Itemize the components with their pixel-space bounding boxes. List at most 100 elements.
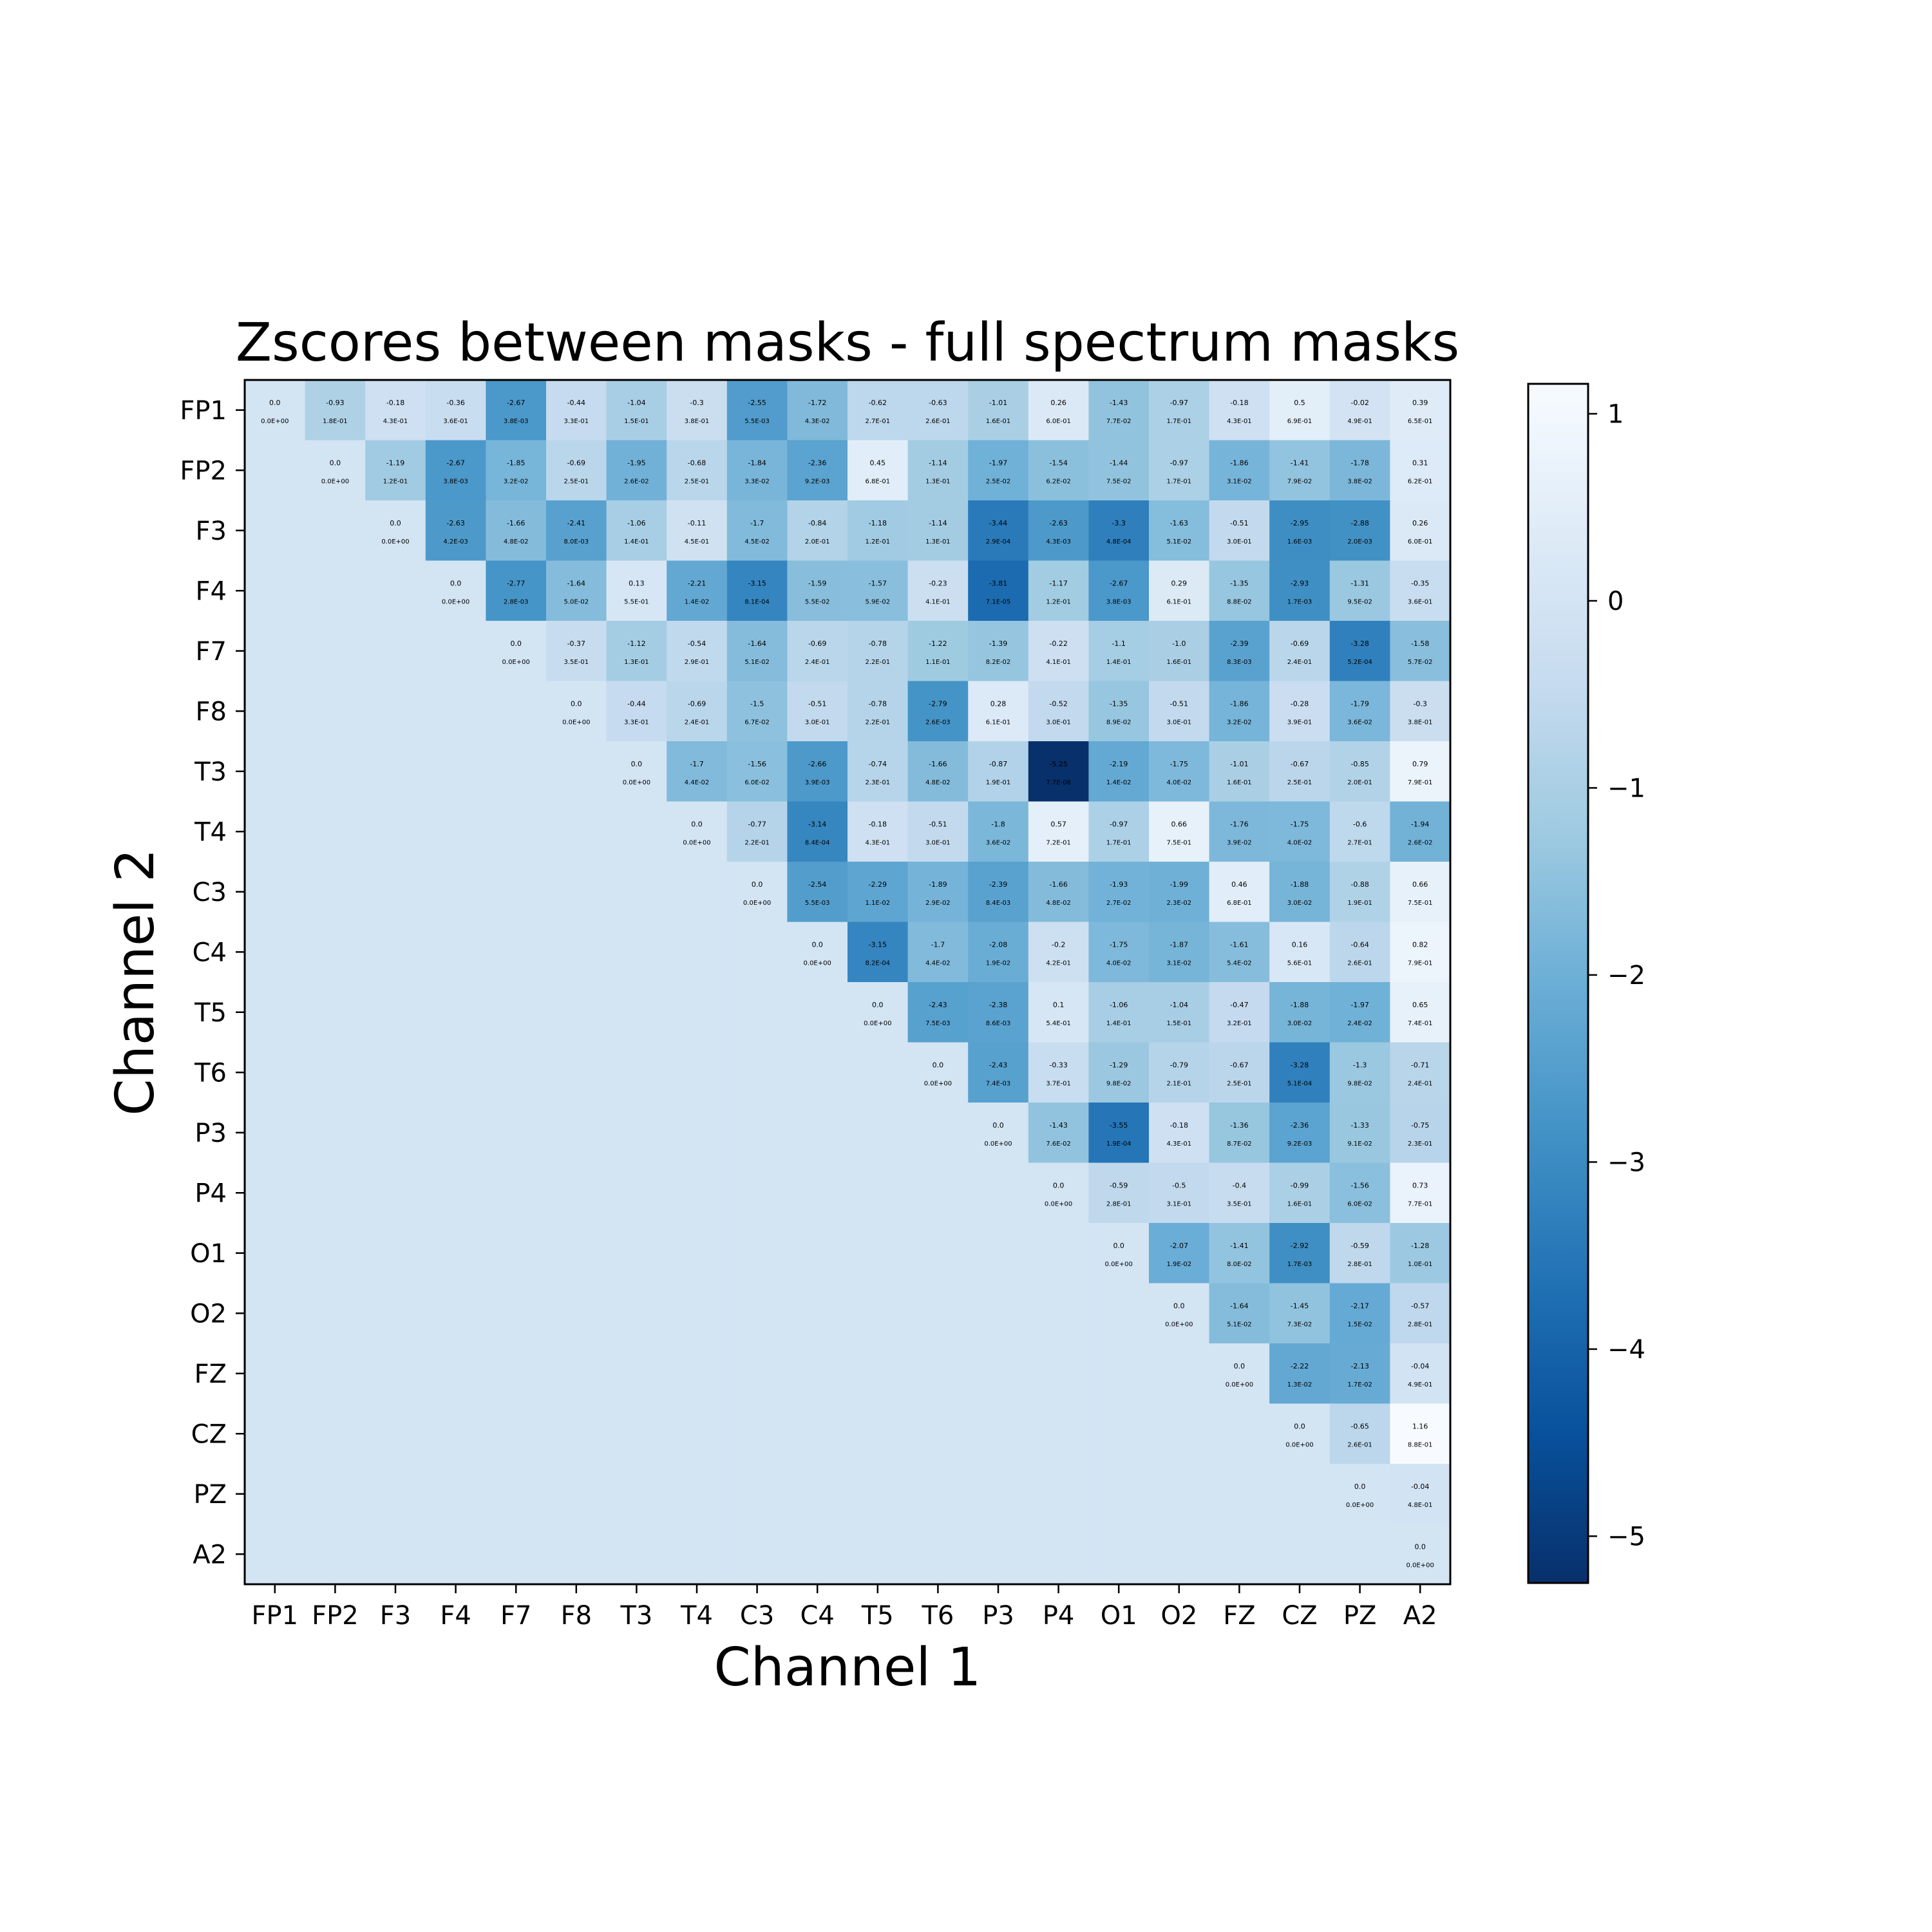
- cell-zscore-label: 0.26: [1050, 399, 1066, 407]
- cell-zscore-label: -0.6: [1353, 820, 1367, 828]
- heatmap-cell: [1149, 440, 1210, 501]
- cell-pvalue-label: 6.2E-02: [1046, 478, 1071, 485]
- y-tick-label: F8: [196, 697, 227, 726]
- heatmap-cell: [305, 862, 366, 923]
- heatmap-cell: [1390, 500, 1451, 562]
- heatmap-cell: [1209, 1403, 1270, 1464]
- heatmap-cell: [1149, 1042, 1210, 1103]
- heatmap-cell: [305, 500, 366, 562]
- cell-pvalue-label: 8.0E-03: [564, 538, 589, 545]
- heatmap-cell: [305, 1042, 366, 1103]
- cell-pvalue-label: 1.7E-02: [1347, 1381, 1372, 1388]
- heatmap-cell: [546, 922, 607, 983]
- cell-zscore-label: 0.0: [390, 519, 401, 527]
- cell-zscore-label: -3.28: [1291, 1061, 1309, 1069]
- cell-pvalue-label: 1.5E-01: [624, 418, 649, 425]
- cell-pvalue-label: 1.1E-01: [925, 659, 951, 666]
- heatmap-cell: [245, 1343, 306, 1405]
- cell-pvalue-label: 4.3E-01: [1227, 418, 1252, 425]
- heatmap-cell: [787, 560, 848, 621]
- heatmap-cell: [486, 1524, 547, 1585]
- heatmap-cell: [1149, 801, 1210, 862]
- cell-pvalue-label: 1.6E-01: [986, 418, 1011, 425]
- heatmap-cell: [305, 1223, 366, 1284]
- cell-zscore-label: -1.12: [627, 639, 645, 648]
- heatmap-cell: [907, 621, 969, 682]
- cell-zscore-label: -0.78: [869, 639, 887, 648]
- cell-pvalue-label: 8.3E-03: [1227, 659, 1252, 666]
- heatmap-cell: [1269, 380, 1331, 441]
- heatmap-cell: [546, 380, 607, 441]
- cell-zscore-label: -0.54: [688, 639, 706, 648]
- cell-zscore-label: -0.97: [1170, 459, 1188, 467]
- y-tick-label: T3: [194, 757, 227, 787]
- cell-pvalue-label: 2.5E-02: [986, 478, 1011, 485]
- cell-zscore-label: -2.39: [1230, 639, 1248, 648]
- heatmap-cell: [425, 862, 486, 923]
- heatmap-cell: [245, 1162, 306, 1224]
- cell-zscore-label: -1.58: [1411, 639, 1429, 648]
- y-tick-label: FP1: [180, 396, 227, 426]
- cell-pvalue-label: 2.5E-01: [564, 478, 589, 485]
- heatmap-cell: [1088, 1103, 1150, 1164]
- heatmap-cell: [486, 1403, 547, 1464]
- heatmap-cell: [667, 1464, 728, 1525]
- cell-zscore-label: -2.08: [989, 940, 1007, 949]
- cell-zscore-label: -1.01: [989, 399, 1007, 407]
- cell-pvalue-label: 0.0E+00: [1406, 1562, 1434, 1569]
- heatmap-cell: [546, 741, 607, 802]
- cell-zscore-label: -0.67: [1230, 1061, 1248, 1069]
- heatmap-cell: [305, 801, 366, 862]
- heatmap-cell: [667, 1403, 728, 1464]
- cell-pvalue-label: 2.3E-01: [866, 779, 891, 786]
- x-tick-label: FP1: [252, 1601, 299, 1631]
- cell-pvalue-label: 1.3E-01: [624, 659, 649, 666]
- heatmap-cell: [1390, 1403, 1451, 1464]
- heatmap-cell: [425, 1403, 486, 1464]
- cell-pvalue-label: 3.5E-01: [564, 659, 589, 666]
- cell-pvalue-label: 0.0E+00: [1165, 1321, 1193, 1328]
- heatmap-cell: [1028, 982, 1089, 1043]
- cell-pvalue-label: 2.5E-01: [685, 478, 710, 485]
- cell-pvalue-label: 3.8E-03: [504, 418, 529, 425]
- cell-zscore-label: -2.39: [989, 880, 1007, 889]
- cell-pvalue-label: 1.2E-01: [1046, 598, 1071, 605]
- cell-zscore-label: 0.0: [691, 820, 703, 828]
- cell-pvalue-label: 5.1E-02: [1227, 1321, 1252, 1328]
- cell-zscore-label: -2.38: [989, 1001, 1007, 1009]
- cell-zscore-label: -1.76: [1230, 820, 1248, 828]
- cell-zscore-label: -2.36: [1291, 1121, 1309, 1130]
- heatmap-cell: [907, 440, 969, 501]
- heatmap-cell: [365, 1223, 426, 1284]
- cell-zscore-label: -1.75: [1110, 940, 1128, 949]
- cell-pvalue-label: 3.6E-02: [1347, 719, 1372, 726]
- cell-pvalue-label: 1.7E-03: [1287, 1261, 1312, 1268]
- cell-zscore-label: -0.99: [1291, 1181, 1309, 1189]
- heatmap-cell: [425, 560, 486, 621]
- cell-zscore-label: 0.26: [1412, 519, 1428, 527]
- heatmap-cell: [787, 741, 848, 802]
- heatmap-cell: [305, 1343, 366, 1405]
- cell-zscore-label: -3.15: [748, 579, 766, 587]
- heatmap-cell: [1329, 982, 1390, 1043]
- heatmap-cell: [486, 1464, 547, 1525]
- heatmap-cell: [546, 1162, 607, 1224]
- heatmap-cells: 0.0 0.0E+00 -0.93 1.8E-01 -0.18 4.3E-01 -0.36 3…: [245, 380, 1451, 1585]
- cell-pvalue-label: 5.1E-02: [744, 659, 770, 666]
- cell-pvalue-label: 2.3E-02: [1167, 900, 1192, 907]
- cell-pvalue-label: 4.9E-01: [1408, 1381, 1433, 1388]
- heatmap-cell: [365, 621, 426, 682]
- heatmap-cell: [726, 560, 788, 621]
- cell-pvalue-label: 3.8E-01: [1408, 719, 1433, 726]
- heatmap-cell: [606, 440, 667, 501]
- cell-pvalue-label: 2.6E-01: [925, 418, 951, 425]
- cell-zscore-label: -0.37: [567, 639, 585, 648]
- cell-zscore-label: -1.94: [1411, 820, 1429, 828]
- y-tick-label: PZ: [193, 1480, 227, 1510]
- heatmap-cell: [305, 741, 366, 802]
- heatmap-cell: [726, 1283, 788, 1344]
- cell-zscore-label: -3.14: [808, 820, 826, 828]
- heatmap-cell: [606, 560, 667, 621]
- cell-zscore-label: 0.0: [1053, 1181, 1065, 1189]
- heatmap-cell: [1390, 621, 1451, 682]
